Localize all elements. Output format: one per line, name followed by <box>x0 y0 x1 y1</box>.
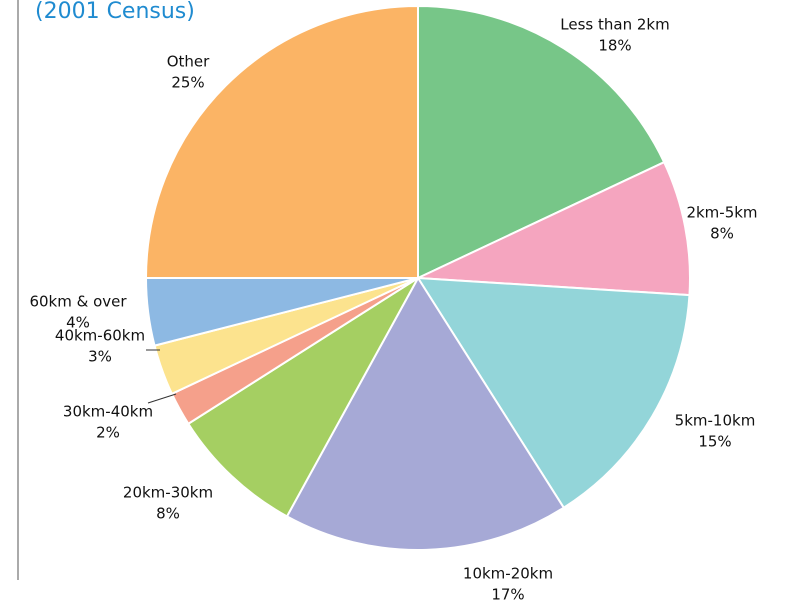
pie-slice <box>285 276 566 551</box>
slice-label: 30km-40km <box>63 403 153 421</box>
slice-label: 40km-60km <box>55 327 145 345</box>
chart-title: (2001 Census) <box>35 0 195 24</box>
slice-value-label: 8% <box>710 225 734 243</box>
pie-slice <box>186 277 419 518</box>
slice-label: 5km-10km <box>675 412 756 430</box>
slice-value-label: 8% <box>156 505 180 523</box>
slice-label: 60km & over <box>29 293 127 311</box>
pie-slice <box>417 160 691 297</box>
pie-slice <box>144 4 419 279</box>
leader-line <box>147 393 177 404</box>
slice-label: Less than 2km <box>560 16 669 34</box>
slice-label: 10km-20km <box>463 565 553 583</box>
slice-value-label: 25% <box>171 74 204 92</box>
slice-value-label: 3% <box>88 348 112 366</box>
slice-label: 2km-5km <box>686 204 757 222</box>
pie-slice <box>417 4 666 280</box>
slice-label: 20km-30km <box>123 484 213 502</box>
slice-value-label: 18% <box>598 37 631 55</box>
slice-label: Other <box>167 53 210 71</box>
slice-value-label: 17% <box>491 586 524 601</box>
slice-value-label: 2% <box>96 424 120 442</box>
slice-value-label: 4% <box>66 314 90 332</box>
pie-slice <box>416 276 691 510</box>
slice-value-label: 15% <box>698 433 731 451</box>
